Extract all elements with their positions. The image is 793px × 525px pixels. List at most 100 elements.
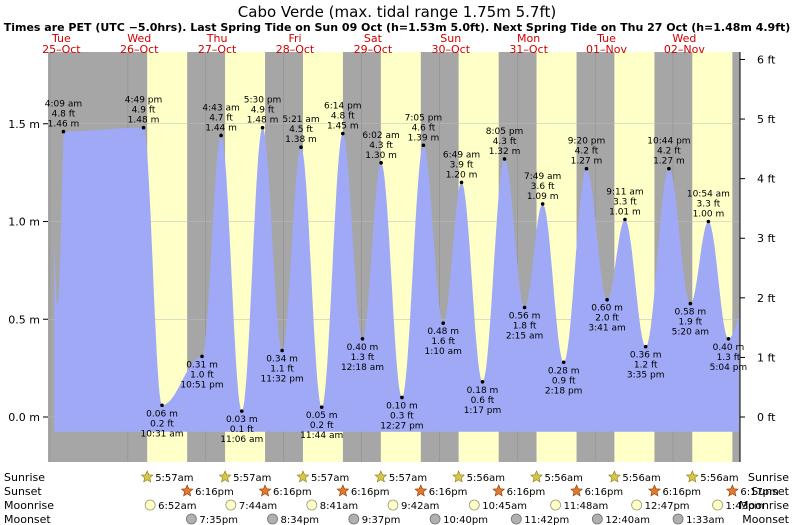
day-date: 01–Nov [586,43,627,56]
extreme-point [280,348,284,353]
moonrise-icon [631,499,643,511]
extreme-time: 4:49 pm [125,96,163,106]
moonrise-label-right: Moonrise [739,499,789,512]
extreme-time: 5:20 am [672,328,709,338]
high-tide-marker: 7:05 pm4.6 ft1.39 m [405,113,443,148]
extreme-time: 7:49 am [524,172,561,182]
moonrise-icon [468,499,480,511]
tide-extremes: 4:09 am4.8 ft1.46 m4:49 pm4.9 ft1.48 m0.… [45,96,747,445]
extreme-point [688,301,693,306]
sunset-icon [570,484,584,497]
sunset-time: 6:16pm [585,487,624,498]
sunrise-icon [607,470,621,483]
day-of-week: Sat [364,32,383,45]
sunrise-time: 5:57am [233,473,271,484]
moonset-icon [267,513,278,525]
sunset-time: 6:16pm [662,487,701,498]
extreme-point [441,321,445,325]
high-tide-marker: 10:54 am3.3 ft1.00 m [687,190,730,224]
extreme-m: 1.30 m [365,151,397,161]
extreme-ft: 4.8 ft [52,110,76,120]
right-axis-label: 5 ft [757,113,776,126]
day-of-week: Mon [517,32,540,45]
day-date: 30–Oct [431,43,470,56]
extreme-m: 1.44 m [205,123,237,133]
high-tide-marker: 6:49 am3.9 ft1.20 m [443,150,480,185]
moonrise-time: 12:47pm [645,501,690,512]
extreme-point [421,143,426,148]
extreme-point [379,161,383,165]
day-date: 29–Oct [354,43,393,56]
sunset-time: 6:16pm [273,487,312,498]
extreme-m: 0.05 m [306,411,338,421]
extreme-point [522,305,527,310]
extreme-m: 1.48 m [247,116,279,126]
extreme-point [400,395,404,400]
sunrise-time: 5:56am [622,473,660,484]
extreme-point [706,219,711,224]
sunset-icon [180,484,194,497]
sunrise-icon [374,470,388,483]
extreme-point [643,344,648,349]
moonset-icon [429,513,441,525]
moonset-label-right: Moonset [742,513,789,525]
right-axis-label: 1 ft [757,351,776,364]
extreme-time: 11:32 pm [260,375,303,385]
extreme-ft: 4.9 ft [251,106,275,116]
extreme-m: 1.48 m [128,116,160,126]
day-of-week: Wed [672,32,696,45]
sunrise-time: 5:56am [700,473,738,484]
moonrise-label-left: Moonrise [4,499,54,512]
extreme-m: 0.48 m [427,327,459,337]
extreme-ft: 1.9 ft [678,318,702,328]
extreme-ft: 3.9 ft [450,160,474,170]
moonrise-icon [306,499,318,511]
sunrise-icon [140,470,154,483]
tide-area [54,127,739,432]
high-tide-marker: 6:14 pm4.8 ft1.45 m [324,102,362,136]
day-date: 28–Oct [276,43,315,56]
extreme-time: 11:06 am [220,435,263,445]
sunset-time: 6:17pm [740,487,779,498]
extreme-time: 10:31 am [140,429,183,439]
sunset-icon [492,484,506,497]
high-tide-marker: 5:30 pm4.9 ft1.48 m [244,96,281,130]
day-date: 25–Oct [42,43,81,56]
moonrise-row: Moonrise Moonrise 6:52am 7:44am 8:41am 9:42am… [4,499,789,512]
extreme-m: 1.01 m [609,208,641,218]
moonset-icon [591,513,603,525]
extreme-m: 1.46 m [48,120,80,130]
moonset-time: 1:33am [686,515,724,525]
moonrise-icon [144,499,156,511]
extreme-time: 9:11 am [606,188,643,198]
moonset-row: Moonset Moonset 7:35pm 8:34pm 9:37pm 10:40pm 1… [4,513,790,525]
extreme-m: 0.28 m [548,366,580,376]
right-axis-label: 0 ft [757,411,776,424]
extreme-ft: 2.0 ft [595,314,619,324]
low-tide-marker: 0.48 m1.6 ft1:10 am [425,321,462,357]
extreme-time: 7:05 pm [405,113,443,123]
extreme-point [480,380,485,384]
extreme-point [319,405,324,410]
extreme-ft: 0.1 ft [230,425,254,435]
moonset-time: 11:42pm [524,515,569,525]
high-tide-marker: 8:05 pm4.3 ft1.32 m [486,127,523,161]
extreme-point [623,217,627,222]
left-axis-label: 0.0 m [8,411,40,424]
moonset-time: 9:37pm [362,515,401,525]
extreme-point [61,129,66,134]
high-tide-marker: 10:44 pm4.2 ft1.27 m [647,137,691,171]
sunrise-icon [452,470,466,483]
extreme-ft: 0.3 ft [390,411,414,421]
sunset-icon [414,484,428,497]
day-of-week: Thu [206,32,228,45]
